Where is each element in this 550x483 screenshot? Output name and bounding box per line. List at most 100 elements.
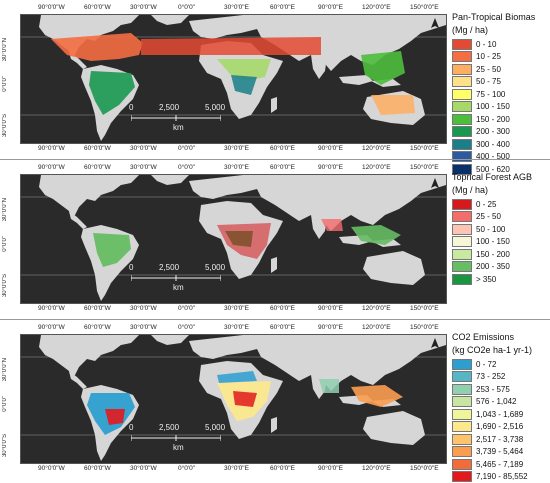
lon-label-bottom: 60°0'0"W bbox=[84, 465, 111, 472]
legend-item: 7,190 - 85,552 bbox=[452, 471, 548, 483]
legend-swatch bbox=[452, 76, 472, 87]
data-region bbox=[141, 37, 321, 55]
legend-swatch bbox=[452, 101, 472, 112]
scale-max: 5,000 bbox=[205, 263, 225, 272]
lon-label-bottom: 90°0'0"E bbox=[318, 465, 343, 472]
lat-label: 30°0'0"S bbox=[2, 434, 8, 457]
lon-label-top: 30°0'0"W bbox=[130, 324, 157, 331]
lon-label-bottom: 90°0'0"W bbox=[38, 465, 65, 472]
legend-label: 150 - 200 bbox=[476, 250, 510, 259]
lon-label-bottom: 30°0'0"E bbox=[224, 465, 249, 472]
lon-label-top: 30°0'0"W bbox=[130, 164, 157, 171]
legend-item: 25 - 50 bbox=[452, 63, 548, 76]
legend-label: 50 - 100 bbox=[476, 225, 505, 234]
scale-mid: 2,500 bbox=[159, 423, 179, 432]
legend-title: Toprical Forest AGB bbox=[452, 172, 548, 183]
north-arrow-icon: N bbox=[428, 178, 442, 194]
lat-label: 30°0'0"S bbox=[2, 114, 8, 137]
legend-label: 25 - 50 bbox=[476, 212, 501, 221]
legend-swatch bbox=[452, 199, 472, 210]
legend-title: CO2 Emissions bbox=[452, 332, 548, 343]
legend-item: 1,043 - 1,689 bbox=[452, 408, 548, 421]
svg-text:N: N bbox=[433, 190, 437, 195]
legend-swatch bbox=[452, 274, 472, 285]
legend-item: 2,517 - 3,738 bbox=[452, 433, 548, 446]
map-panel-2: 0 2,500 5,000 km N Toprical Forest AGB (… bbox=[0, 160, 550, 320]
scale-mid: 2,500 bbox=[159, 263, 179, 272]
lon-label-bottom: 150°0'0"E bbox=[410, 465, 439, 472]
lat-label: 30°0'0"N bbox=[2, 198, 8, 221]
lon-label-bottom: 60°0'0"W bbox=[84, 305, 111, 312]
legend-label: 75 - 100 bbox=[476, 90, 505, 99]
landmass bbox=[363, 411, 425, 445]
lon-label-top: 60°0'0"W bbox=[84, 324, 111, 331]
legend-unit: (Mg / ha) bbox=[452, 25, 548, 36]
legend-item: 0 - 25 bbox=[452, 198, 548, 211]
legend-item: 200 - 350 bbox=[452, 261, 548, 274]
legend-label: 200 - 300 bbox=[476, 127, 510, 136]
scale-unit: km bbox=[173, 283, 184, 292]
legend-title: Pan-Tropical Biomas bbox=[452, 12, 548, 23]
lon-label-top: 30°0'0"E bbox=[224, 4, 249, 11]
legend-item: 5,465 - 7,189 bbox=[452, 458, 548, 471]
lon-label-bottom: 120°0'0"E bbox=[362, 305, 391, 312]
legend-swatch bbox=[452, 89, 472, 100]
lat-label: 30°0'0"S bbox=[2, 274, 8, 297]
scale-mid: 2,500 bbox=[159, 103, 179, 112]
legend-label: 73 - 252 bbox=[476, 372, 505, 381]
lat-label: 0°0'0" bbox=[2, 236, 8, 252]
legend-swatch bbox=[452, 211, 472, 222]
lon-label-top: 90°0'0"E bbox=[318, 4, 343, 11]
legend-item: 100 - 150 bbox=[452, 236, 548, 249]
legend-item: 1,690 - 2,516 bbox=[452, 421, 548, 434]
legend-swatch bbox=[452, 371, 472, 382]
lon-label-bottom: 120°0'0"E bbox=[362, 145, 391, 152]
legend-item: 73 - 252 bbox=[452, 371, 548, 384]
lat-label: 0°0'0" bbox=[2, 76, 8, 92]
legend-label: 0 - 10 bbox=[476, 40, 496, 49]
landmass bbox=[271, 97, 277, 113]
data-region bbox=[233, 391, 257, 407]
svg-text:N: N bbox=[433, 350, 437, 355]
landmass bbox=[363, 251, 425, 285]
lon-label-bottom: 0°0'0" bbox=[178, 305, 195, 312]
landmass bbox=[311, 55, 327, 79]
lon-label-bottom: 120°0'0"E bbox=[362, 465, 391, 472]
map-frame: 0 2,500 5,000 km bbox=[20, 14, 447, 144]
legend-item: 150 - 200 bbox=[452, 248, 548, 261]
lon-label-bottom: 90°0'0"W bbox=[38, 145, 65, 152]
legend-label: > 350 bbox=[476, 275, 496, 284]
lat-label: 30°0'0"N bbox=[2, 358, 8, 381]
legend-swatch bbox=[452, 409, 472, 420]
lon-label-top: 60°0'0"W bbox=[84, 4, 111, 11]
legend-item: 300 - 400 bbox=[452, 138, 548, 151]
legend-item: 200 - 300 bbox=[452, 126, 548, 139]
legend-swatch bbox=[452, 396, 472, 407]
lon-label-bottom: 60°0'0"E bbox=[270, 145, 295, 152]
landmass bbox=[151, 335, 189, 345]
legend: CO2 Emissions (kg CO2e ha-1 yr-1) 0 - 72… bbox=[452, 332, 548, 483]
lon-label-bottom: 0°0'0" bbox=[178, 145, 195, 152]
legend-item: 253 - 575 bbox=[452, 383, 548, 396]
lon-label-bottom: 150°0'0"E bbox=[410, 145, 439, 152]
lon-label-top: 60°0'0"E bbox=[270, 164, 295, 171]
legend-label: 253 - 575 bbox=[476, 385, 510, 394]
landmass bbox=[69, 371, 87, 389]
legend-swatch bbox=[452, 384, 472, 395]
lat-label: 30°0'0"N bbox=[2, 38, 8, 61]
legend-swatch bbox=[452, 224, 472, 235]
legend-item: 50 - 75 bbox=[452, 76, 548, 89]
lon-label-bottom: 60°0'0"E bbox=[270, 465, 295, 472]
legend-swatch bbox=[452, 39, 472, 50]
legend-unit: (Mg / ha) bbox=[452, 185, 548, 196]
legend-item: 0 - 72 bbox=[452, 358, 548, 371]
legend-label: 300 - 400 bbox=[476, 140, 510, 149]
legend-label: 10 - 25 bbox=[476, 52, 501, 61]
lon-label-bottom: 60°0'0"W bbox=[84, 145, 111, 152]
legend-swatch bbox=[452, 114, 472, 125]
lon-label-top: 0°0'0" bbox=[178, 324, 195, 331]
lon-label-top: 60°0'0"E bbox=[270, 324, 295, 331]
world-map bbox=[21, 15, 446, 143]
lon-label-top: 30°0'0"W bbox=[130, 4, 157, 11]
